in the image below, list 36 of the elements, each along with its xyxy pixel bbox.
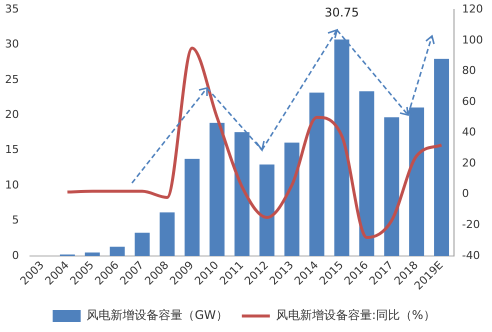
y-tick-label: 15 bbox=[4, 143, 19, 156]
y2-tick-label: 80 bbox=[462, 64, 476, 78]
bar bbox=[309, 92, 324, 256]
y-tick-label: 35 bbox=[4, 2, 19, 16]
y2-tick-label: -20 bbox=[462, 218, 480, 232]
bar bbox=[409, 107, 424, 256]
y2-tick-label: -40 bbox=[462, 248, 480, 262]
bar bbox=[334, 40, 350, 256]
bar bbox=[184, 158, 200, 256]
y-tick-label: 25 bbox=[4, 72, 19, 86]
bar bbox=[259, 164, 274, 256]
y2-tick-label: 100 bbox=[462, 33, 484, 46]
bar bbox=[84, 252, 100, 256]
legend-label: 风电新增设备容量:同比（%） bbox=[276, 308, 436, 322]
y2-tick-label: 20 bbox=[462, 156, 476, 170]
bar bbox=[384, 117, 400, 256]
y2-tick-label: 40 bbox=[462, 126, 476, 139]
line-series bbox=[66, 46, 444, 239]
bar bbox=[134, 232, 150, 256]
y2-tick-label: 60 bbox=[462, 94, 476, 108]
data-label: 30.75 bbox=[324, 6, 359, 20]
bar bbox=[160, 212, 175, 256]
bar bbox=[234, 132, 250, 256]
bar bbox=[110, 246, 125, 256]
y-tick-label: 10 bbox=[4, 178, 19, 192]
bar bbox=[359, 91, 374, 256]
bar bbox=[434, 58, 450, 256]
legend-label: 风电新增设备容量（GW） bbox=[86, 308, 228, 322]
y-tick-label: 30 bbox=[4, 38, 19, 51]
bar bbox=[284, 142, 300, 256]
y-tick-label: 5 bbox=[12, 214, 19, 227]
bar bbox=[210, 122, 225, 256]
y-tick-label: 0 bbox=[12, 248, 19, 262]
y-tick-label: 20 bbox=[4, 108, 19, 122]
y2-tick-label: 0 bbox=[462, 187, 470, 200]
y2-tick-label: 120 bbox=[462, 2, 484, 16]
